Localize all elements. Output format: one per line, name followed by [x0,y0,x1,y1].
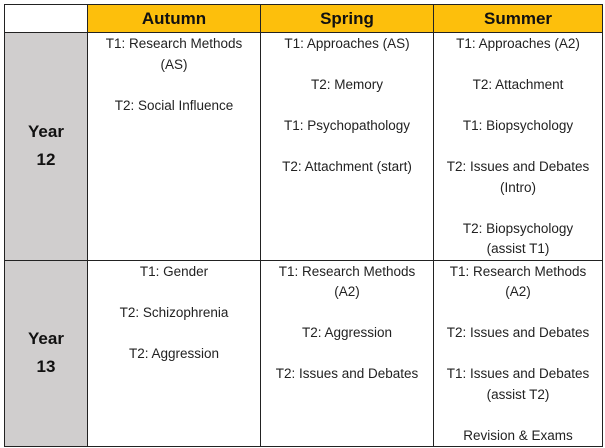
year-label-line: Year [28,122,64,142]
topic-text: T2: Issues and Debates [446,159,590,174]
topic-text: T1: Issues and Debates [446,366,590,381]
topic-cell: T1: Research Methods (A2) T2: Aggression T2… [260,259,434,447]
topic-item: T2: Issues and Debates [434,323,602,344]
topic-text: (assist T2) [486,386,550,402]
topic-text: T2: Issues and Debates [446,325,590,340]
topic-text: T2: Biopsychology [462,220,574,236]
topic-text: T2: Attachment (start) [282,159,412,174]
topic-text: T2: Memory [310,77,383,92]
topic-item: T2: Social Influence [88,96,260,117]
topic-text: (assist T1) [486,241,550,256]
topic-item: T2: Schizophrenia [88,303,260,324]
topic-item: T2: Attachment [434,75,602,96]
column-header-spring: Spring [260,4,434,33]
topic-text: T2: Schizophrenia [119,304,229,320]
topic-text: T1: Research Methods [105,36,243,51]
topic-text: T1: Psychopathology [283,118,411,133]
table-row: Year 13 T1: Gender T2: Schizophrenia T2: Agg… [4,259,603,447]
topic-item: T1: Approaches (AS) [261,34,433,55]
column-header-autumn: Autumn [87,4,261,33]
topic-item: T1: Biopsychology [434,116,602,137]
topic-item: T2: Aggression [261,323,433,344]
topic-text: (A2) [505,284,531,299]
topic-cell: T1: Research Methods (A2) T2: Issues and D… [433,259,603,447]
topic-text: T1: Research Methods [449,263,587,279]
table-row: Year 12 T1: Research Methods (AS) T2: Social… [4,32,603,261]
year-label-line: 12 [36,150,56,170]
year-label-line: 13 [36,357,56,377]
topic-item: T1: Issues and Debates (assist T2) [434,364,602,405]
topic-text: T1: Approaches (AS) [284,36,410,51]
column-header-summer: Summer [433,4,603,33]
topic-item: T1: Gender [88,262,260,283]
topic-item: Revision & Exams [434,426,602,447]
topic-cell: T1: Gender T2: Schizophrenia T2: Aggressio… [87,259,261,447]
topic-text: (AS) [160,56,188,72]
topic-text: T1: Biopsychology [462,118,574,133]
topic-item: T1: Research Methods (A2) [434,262,602,303]
header-row: Autumn Spring Summer [4,4,603,33]
topic-text: T1: Research Methods [278,263,416,279]
corner-cell [4,4,88,33]
topic-text: T1: Approaches (A2) [456,36,580,51]
topic-item: T2: Memory [261,75,433,96]
topic-text: (A2) [334,284,360,299]
topic-cell: T1: Research Methods (AS) T2: Social Influ… [87,32,261,261]
year-label-line: Year [28,329,64,349]
topic-cell: T1: Approaches (AS) T2: Memory T1: Psychop… [260,32,434,261]
topic-item: T2: Issues and Debates (Intro) [434,157,602,198]
topic-text: T2: Issues and Debates [275,366,419,381]
topic-item: T2: Biopsychology (assist T1) [434,219,602,260]
topic-text: (Intro) [499,179,536,195]
topic-item: T1: Research Methods (AS) [88,34,260,75]
topic-text: T1: Gender [139,263,209,279]
topic-text: T2: Attachment [472,77,564,92]
topic-item: T2: Issues and Debates [261,364,433,385]
curriculum-table: Autumn Spring Summer Year 12 T1: Research … [4,4,603,447]
topic-text: T2: Social Influence [114,97,234,113]
topic-cell: T1: Approaches (A2) T2: Attachment T1: Bio… [433,32,603,261]
topic-item: T1: Research Methods (A2) [261,262,433,303]
topic-text: Revision & Exams [463,427,573,443]
topic-text: T2: Aggression [301,325,393,340]
year-label: Year 13 [4,259,88,447]
topic-text: T2: Aggression [128,345,220,361]
year-label: Year 12 [4,32,88,261]
topic-item: T1: Psychopathology [261,116,433,137]
topic-item: T1: Approaches (A2) [434,34,602,55]
topic-item: T2: Aggression [88,344,260,365]
topic-item: T2: Attachment (start) [261,157,433,178]
